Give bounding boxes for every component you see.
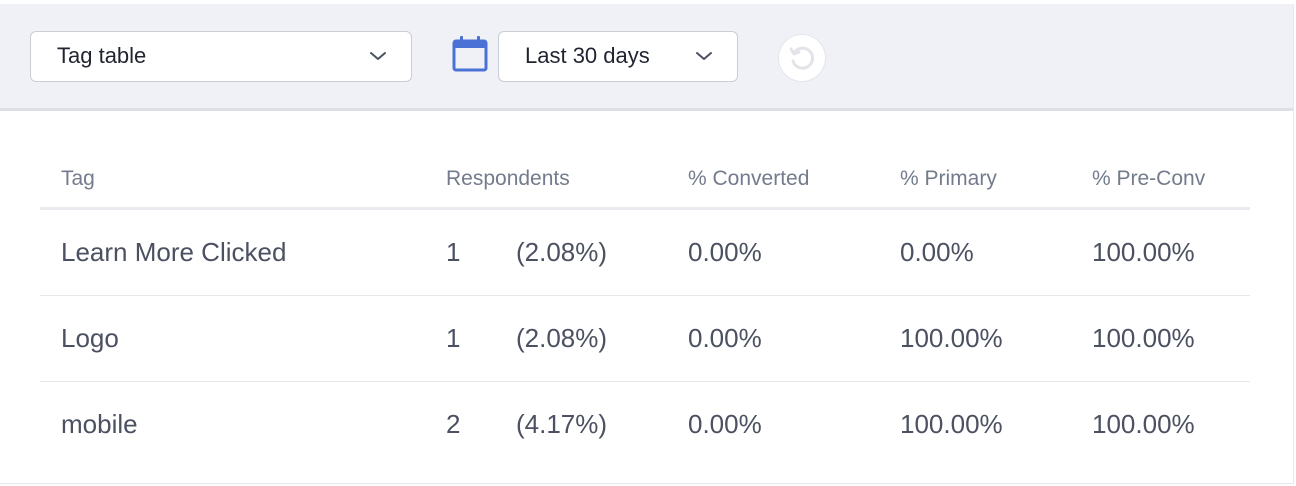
preconv-cell: 100.00% bbox=[1092, 409, 1195, 439]
table-row: Learn More Clicked 1 (2.08%) 0.00% 0.00% … bbox=[40, 208, 1250, 296]
tag-cell: Logo bbox=[40, 295, 446, 382]
converted-cell: 0.00% bbox=[688, 295, 900, 382]
tag-cell: mobile bbox=[61, 409, 138, 439]
chevron-down-icon bbox=[696, 52, 712, 60]
table-row: mobile 2 (4.17%) 0.00% 100.00% 100.00% bbox=[40, 382, 1250, 468]
calendar-icon bbox=[452, 36, 488, 72]
converted-cell: 0.00% bbox=[688, 208, 900, 296]
respondent-count: 1 bbox=[446, 237, 461, 267]
respondent-percent: (2.08%) bbox=[516, 237, 608, 267]
report-type-select[interactable]: Tag table bbox=[30, 31, 412, 82]
report-type-value: Tag table bbox=[57, 43, 147, 68]
respondents-cell: 1 (2.08%) bbox=[446, 208, 688, 296]
respondent-percent: (4.17%) bbox=[516, 409, 608, 439]
respondent-percent: (2.08%) bbox=[516, 323, 608, 353]
primary-cell: 100.00% bbox=[900, 295, 1092, 382]
date-range-value: Last 30 days bbox=[525, 43, 650, 68]
column-header-tag[interactable]: Tag bbox=[40, 151, 446, 210]
preconv-cell: 100.00% bbox=[1092, 295, 1250, 382]
refresh-icon bbox=[789, 46, 815, 70]
column-header-converted[interactable]: % Converted bbox=[688, 151, 900, 210]
column-header-respondents[interactable]: Respondents bbox=[446, 151, 688, 210]
preconv-cell: 100.00% bbox=[1092, 208, 1250, 296]
table-row: Logo 1 (2.08%) 0.00% 100.00% 100.00% bbox=[40, 295, 1250, 382]
primary-cell: 0.00% bbox=[900, 208, 1092, 296]
report-toolbar: Tag table Last 30 days bbox=[0, 4, 1293, 111]
respondent-count: 2 bbox=[446, 409, 461, 439]
respondents-cell: 2 (4.17%) bbox=[446, 382, 688, 468]
respondents-cell: 1 (2.08%) bbox=[446, 295, 688, 382]
respondent-count: 1 bbox=[446, 323, 461, 353]
column-header-preconv[interactable]: % Pre-Conv bbox=[1092, 151, 1250, 210]
table-header-row: Tag Respondents % Converted % Primary % … bbox=[40, 151, 1250, 210]
primary-cell: 100.00% bbox=[900, 409, 1003, 439]
tag-table: Tag Respondents % Converted % Primary % … bbox=[40, 151, 1250, 467]
tag-cell: Learn More Clicked bbox=[40, 208, 446, 296]
date-range-select[interactable]: Last 30 days bbox=[498, 31, 738, 82]
tag-report-panel: Tag table Last 30 days bbox=[0, 4, 1294, 484]
converted-cell: 0.00% bbox=[688, 409, 762, 439]
column-header-primary[interactable]: % Primary bbox=[900, 151, 1092, 210]
chevron-down-icon bbox=[370, 52, 386, 60]
refresh-button[interactable] bbox=[778, 34, 826, 82]
